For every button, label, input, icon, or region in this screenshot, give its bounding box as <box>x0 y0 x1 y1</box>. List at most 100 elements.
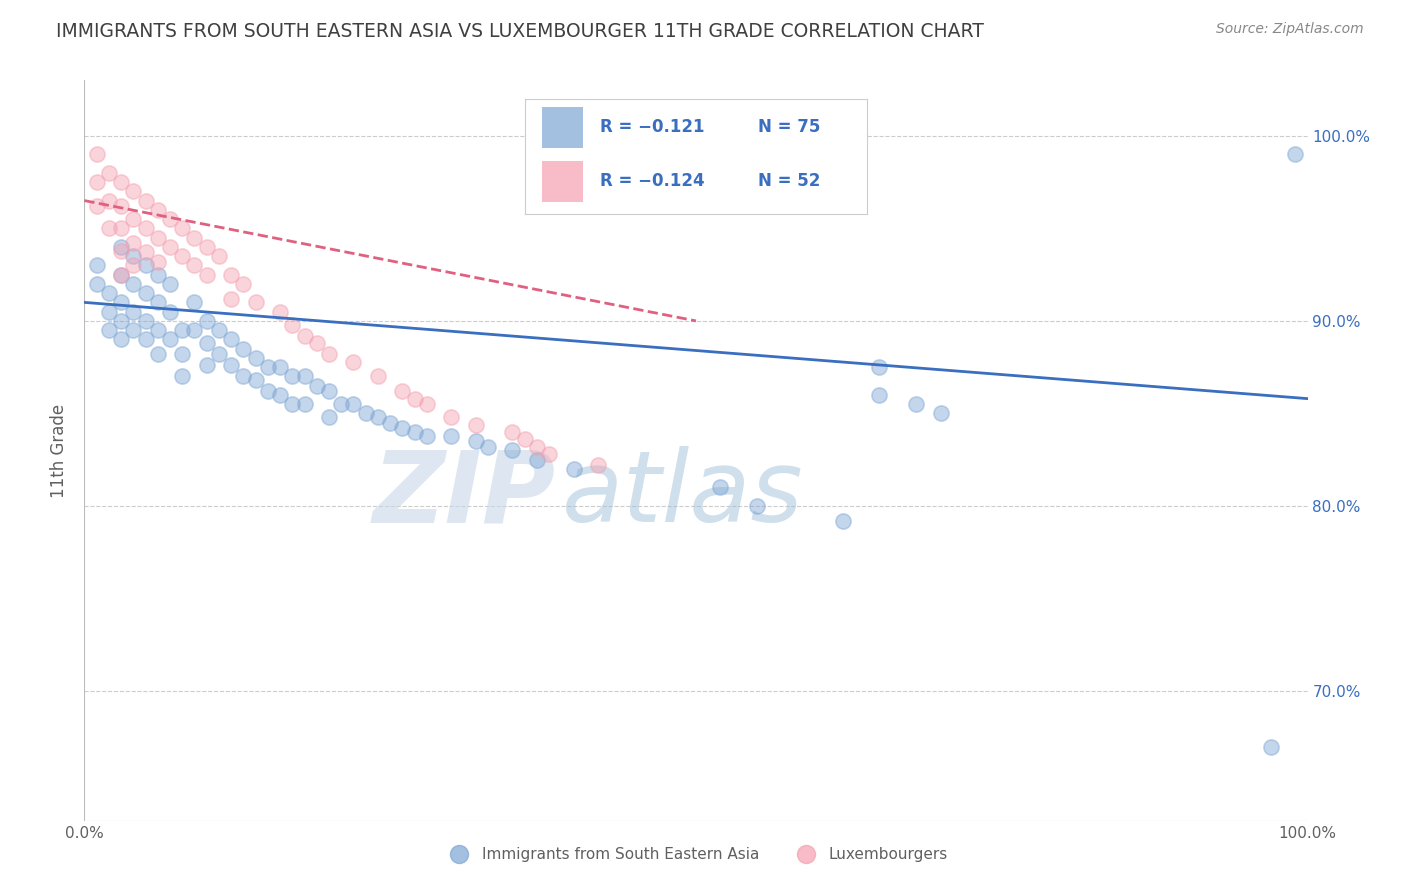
Point <box>232 342 254 356</box>
Point <box>269 360 291 375</box>
Point <box>122 212 145 227</box>
Point <box>330 397 353 411</box>
Point <box>281 397 304 411</box>
Point <box>440 428 463 442</box>
Point <box>135 258 157 272</box>
Point <box>513 433 536 447</box>
Point <box>146 347 169 361</box>
Point <box>747 499 769 513</box>
Point <box>526 440 548 454</box>
Point <box>318 410 340 425</box>
Point <box>195 240 218 254</box>
Point <box>135 286 157 301</box>
Point <box>97 166 120 180</box>
Point <box>110 295 132 310</box>
Point <box>294 328 316 343</box>
Point <box>183 295 205 310</box>
Point <box>172 323 194 337</box>
Point <box>86 277 108 291</box>
Point <box>122 277 145 291</box>
Point <box>172 369 194 384</box>
Point <box>219 268 242 282</box>
Point <box>391 421 413 435</box>
Point <box>110 332 132 346</box>
Point <box>159 332 181 346</box>
Point <box>305 378 328 392</box>
Y-axis label: 11th Grade: 11th Grade <box>51 403 69 498</box>
Point <box>232 369 254 384</box>
Point <box>172 347 194 361</box>
Point <box>464 417 486 432</box>
Point <box>219 359 242 373</box>
Point <box>97 304 120 318</box>
Point <box>380 416 402 430</box>
Point <box>208 323 231 337</box>
Point <box>709 480 731 494</box>
Point <box>183 323 205 337</box>
Point <box>208 249 231 263</box>
Point <box>269 388 291 402</box>
Point <box>195 314 218 328</box>
Point <box>122 323 145 337</box>
Point <box>135 332 157 346</box>
Point <box>219 332 242 346</box>
Point <box>159 212 181 227</box>
Point <box>586 458 609 473</box>
Point <box>135 194 157 208</box>
Text: ZIP: ZIP <box>373 446 555 543</box>
Point <box>526 452 548 467</box>
Point <box>257 360 280 375</box>
Point <box>97 286 120 301</box>
Point <box>146 323 169 337</box>
Point <box>86 175 108 189</box>
Point <box>318 384 340 399</box>
Point <box>562 462 585 476</box>
Point <box>294 397 316 411</box>
Point <box>86 199 108 213</box>
Point <box>86 258 108 272</box>
Point <box>245 351 267 365</box>
Point <box>122 236 145 251</box>
Point <box>122 249 145 263</box>
Point <box>269 304 291 318</box>
Point <box>294 369 316 384</box>
Point <box>135 221 157 235</box>
Point <box>110 199 132 213</box>
Point <box>183 230 205 244</box>
Point <box>146 230 169 244</box>
Point <box>172 249 194 263</box>
Point <box>146 295 169 310</box>
Point <box>159 277 181 291</box>
Point <box>122 185 145 199</box>
Point <box>538 447 561 461</box>
Point <box>367 369 389 384</box>
Point <box>404 425 426 439</box>
Point <box>195 359 218 373</box>
Point <box>135 314 157 328</box>
Text: IMMIGRANTS FROM SOUTH EASTERN ASIA VS LUXEMBOURGER 11TH GRADE CORRELATION CHART: IMMIGRANTS FROM SOUTH EASTERN ASIA VS LU… <box>56 22 984 41</box>
Point <box>110 244 132 258</box>
Text: Source: ZipAtlas.com: Source: ZipAtlas.com <box>1216 22 1364 37</box>
Point <box>477 440 499 454</box>
Point <box>183 258 205 272</box>
Point <box>831 514 853 528</box>
Point <box>464 434 486 449</box>
Point <box>245 373 267 387</box>
Point <box>404 392 426 406</box>
Point <box>97 221 120 235</box>
Point <box>146 202 169 217</box>
Point <box>245 295 267 310</box>
Point <box>929 407 952 421</box>
Point <box>257 384 280 399</box>
Point <box>905 397 928 411</box>
Point <box>172 221 194 235</box>
Point <box>110 221 132 235</box>
Point <box>195 336 218 351</box>
Point <box>110 314 132 328</box>
Point <box>97 323 120 337</box>
Point <box>122 304 145 318</box>
Point <box>135 245 157 260</box>
Point <box>502 443 524 458</box>
Point <box>342 397 364 411</box>
Point <box>1260 739 1282 754</box>
